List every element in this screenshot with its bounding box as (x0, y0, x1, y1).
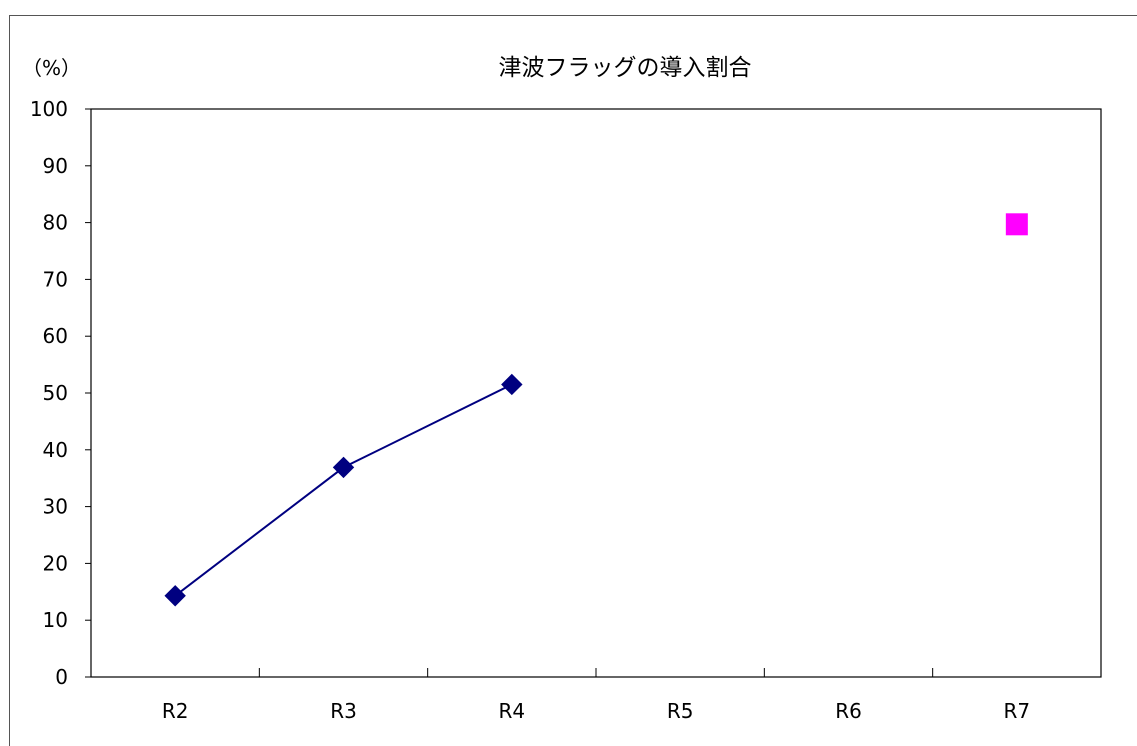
y-tick-label: 90 (43, 154, 68, 178)
x-axis: R2 R3 R4 R5 R6 R7 (162, 668, 1030, 723)
data-point-square (1005, 213, 1028, 236)
y-tick-label: 50 (43, 381, 68, 405)
plot-area (90, 108, 1102, 678)
x-tick-label: R2 (162, 699, 189, 723)
y-unit-label: （%） (22, 56, 81, 80)
data-point-diamond (164, 585, 186, 607)
chart-title: 津波フラッグの導入割合 (499, 55, 752, 81)
y-tick-label: 80 (43, 211, 68, 235)
x-tick-label: R6 (835, 699, 862, 723)
y-tick-label: 10 (43, 608, 68, 632)
y-tick-label: 20 (43, 551, 68, 575)
y-tick-label: 0 (55, 665, 68, 689)
data-point-diamond (332, 456, 355, 479)
y-tick-label: 40 (43, 438, 68, 462)
data-point-diamond (501, 373, 523, 396)
y-tick-label: 60 (43, 324, 68, 348)
y-tick-label: 70 (43, 267, 68, 291)
x-tick-label: R4 (499, 699, 526, 723)
x-tick-label: R3 (330, 699, 357, 723)
y-tick-label: 100 (30, 97, 68, 121)
series-layer (164, 213, 1028, 607)
x-tick-label: R5 (667, 699, 694, 723)
x-tick-label: R7 (1004, 699, 1031, 723)
series-line (174, 383, 513, 597)
y-axis: 0 10 20 30 40 50 60 70 80 90 100 (30, 97, 91, 689)
y-tick-label: 30 (43, 495, 68, 519)
chart-frame (9, 15, 1137, 746)
